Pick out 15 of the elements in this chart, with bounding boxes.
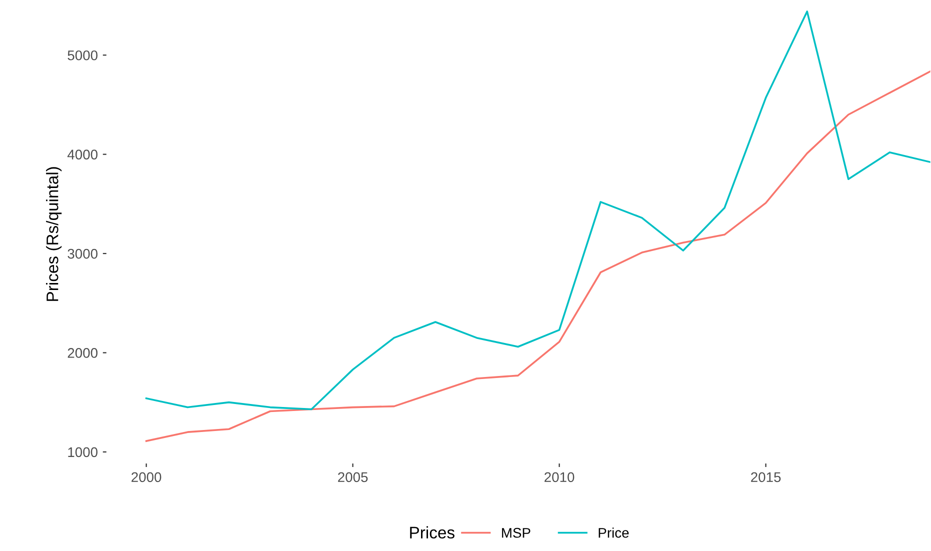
y-tick-label: 2000 [68,348,98,358]
y-tick-label: 3000 [68,248,98,259]
line-series [145,70,931,442]
legend-title: Prices [410,526,454,539]
x-tick-label: 2015 [751,472,781,482]
x-tick-label: 2010 [544,472,574,482]
line-series [145,10,931,410]
x-tick-label: 2000 [132,472,162,482]
y-tick-label: 5000 [68,50,98,60]
legend-label: MSP [502,528,530,538]
y-tick-label: 4000 [67,150,98,160]
y-axis-title: Prices (Rs/quintal) [46,167,62,301]
x-tick-label: 2005 [338,472,368,482]
legend-label: Price [598,528,629,538]
y-tick-label: 1000 [68,447,98,458]
